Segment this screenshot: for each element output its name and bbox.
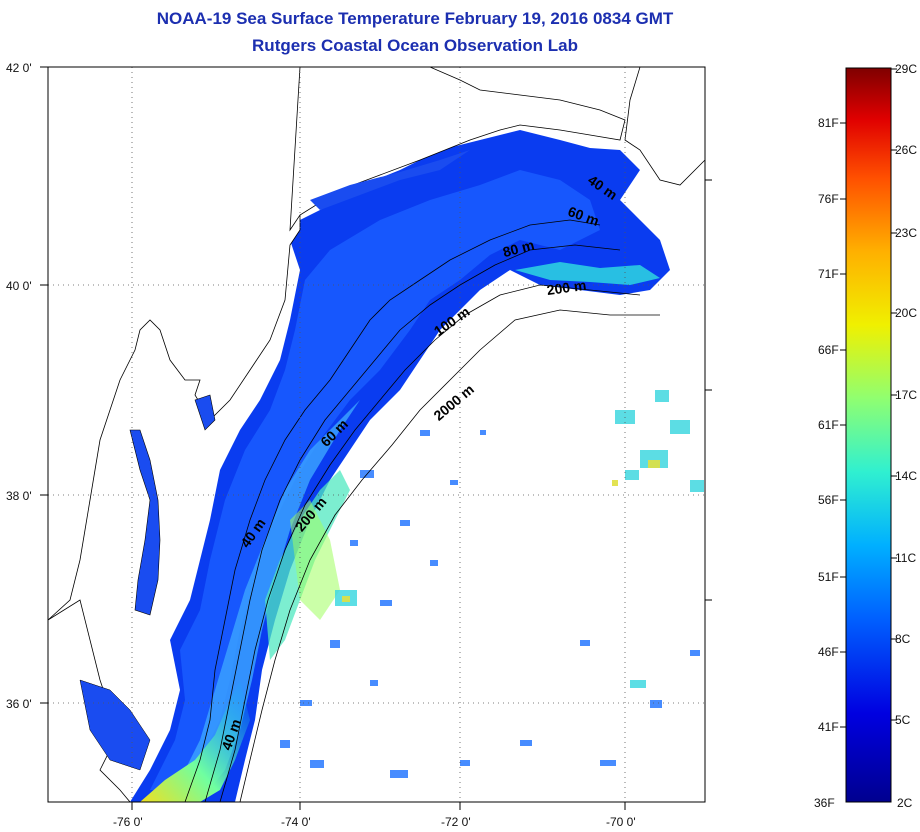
colorbar-f-71: 71F	[818, 267, 839, 281]
contour-label-north-200m: 200 m	[546, 277, 588, 298]
map-subtitle: Rutgers Coastal Ocean Observation Lab	[252, 36, 578, 55]
offshore-warm-spots	[342, 460, 660, 602]
map-ticks	[40, 66, 712, 810]
colorbar-f-46: 46F	[818, 645, 839, 659]
colorbar-c-17: 17C	[895, 388, 917, 402]
lon-label-70: -70 0'	[606, 815, 636, 829]
map-title: NOAA-19 Sea Surface Temperature February…	[156, 9, 674, 28]
colorbar-f-76: 76F	[818, 192, 839, 206]
colorbar-c-20: 20C	[895, 306, 917, 320]
lat-label-40: 40 0'	[6, 279, 32, 293]
lon-label-76: -76 0'	[113, 815, 143, 829]
lat-label-36: 36 0'	[6, 697, 32, 711]
lat-label-42: 42 0'	[6, 61, 32, 75]
shelf-water-inner	[150, 170, 600, 790]
colorbar-f-41: 41F	[818, 720, 839, 734]
lon-label-72: -72 0'	[441, 815, 471, 829]
lat-label-38: 38 0'	[6, 489, 32, 503]
colorbar-c-2: 2C	[897, 796, 913, 810]
offshore-warm-patches	[335, 390, 704, 688]
colorbar-c-29: 29C	[895, 62, 917, 76]
colorbar-ticks	[840, 68, 897, 728]
temperature-colorbar	[845, 67, 892, 803]
delaware-bay	[194, 394, 216, 431]
colorbar-f-36: 36F	[814, 796, 835, 810]
colorbar-c-11: 11C	[895, 551, 916, 565]
georges-warm-filament	[515, 262, 660, 285]
colorbar-f-56: 56F	[818, 493, 839, 507]
slope-water-warm	[140, 680, 250, 802]
lon-label-74: -74 0'	[281, 815, 311, 829]
pamlico-sound	[79, 679, 151, 771]
colorbar-c-8: 8C	[895, 632, 911, 646]
chesapeake-bay	[129, 429, 161, 616]
bathymetry-contours	[184, 219, 660, 803]
colorbar-c-5: 5C	[895, 713, 911, 727]
colorbar-f-66: 66F	[818, 343, 839, 357]
colorbar-f-81: 81F	[818, 116, 839, 130]
long-island-sound	[310, 150, 470, 210]
contour-label-north-80m: 80 m	[501, 236, 536, 260]
colorbar-c-26: 26C	[895, 143, 917, 157]
colorbar-f-61: 61F	[818, 418, 839, 432]
shelf-water-field	[130, 130, 670, 802]
colorbar-c-14: 14C	[895, 469, 917, 483]
colorbar-f-51: 51F	[818, 570, 839, 584]
map-frame	[47, 66, 706, 803]
colorbar-c-23: 23C	[895, 226, 917, 240]
slope-water-band-2	[290, 500, 340, 620]
